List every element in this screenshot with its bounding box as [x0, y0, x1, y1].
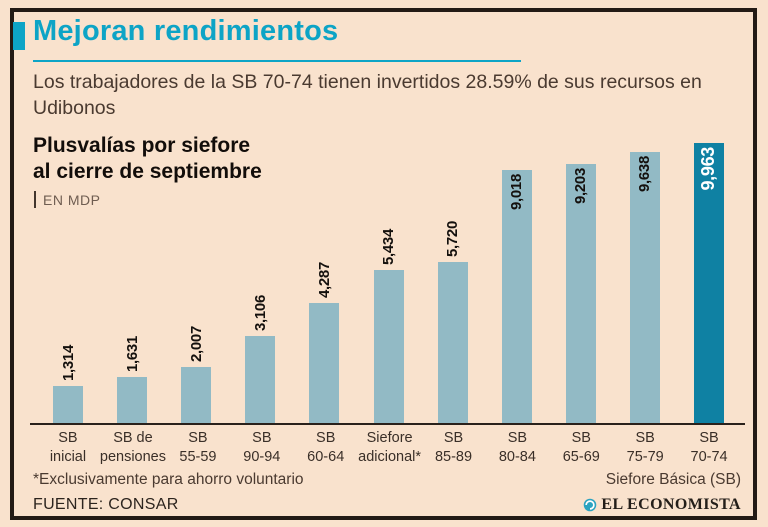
unit-tick-mark: [34, 191, 36, 208]
el-economista-emblem-icon: [584, 498, 597, 512]
bar-column: 9,963: [677, 143, 741, 423]
category-label-line1: SB: [252, 430, 272, 446]
category-label-line2: adicional*: [358, 448, 422, 465]
category-label-line1: Siefore: [366, 430, 413, 446]
chart-title: Plusvalías por siefore al cierre de sept…: [33, 133, 262, 184]
bar: 9,018: [501, 170, 532, 423]
chart-title-line2: al cierre de septiembre: [33, 159, 262, 183]
bar: [53, 386, 84, 423]
bar-column: 5,720: [421, 143, 485, 423]
x-axis-labels: SB inicial SB de pensiones SB 55-59 SB 9…: [36, 429, 741, 466]
bar-column: 1,631: [100, 143, 164, 423]
bar-value-label: 9,638: [636, 156, 654, 193]
bar-value-label: 1,631: [123, 335, 141, 372]
category-label: SB 60-64: [294, 429, 358, 466]
axis-note-text: Siefore Básica (SB): [605, 471, 741, 488]
infographic-card: Mejoran rendimientos Los trabajadores de…: [10, 8, 757, 520]
footnote-row: *Exclusivamente para ahorro voluntario S…: [33, 471, 741, 489]
bar: 9,203: [565, 164, 596, 423]
category-label: SB de pensiones: [100, 429, 166, 466]
category-label-line2: 65-69: [562, 448, 600, 465]
bar-column: 9,018: [485, 143, 549, 423]
title-underline: [33, 60, 521, 62]
footnote-text: *Exclusivamente para ahorro voluntario: [33, 471, 304, 488]
category-label: SB 80-84: [485, 429, 549, 466]
x-axis-line: [30, 423, 745, 425]
category-label: SB 70-74: [677, 429, 741, 466]
category-label-line2: 90-94: [243, 448, 281, 465]
unit-label: EN MDP: [43, 191, 101, 208]
bar: 9,638: [629, 152, 660, 423]
publisher-logo: EL ECONOMISTA: [583, 496, 741, 514]
category-label-line2: 75-79: [626, 448, 664, 465]
bar-column: 4,287: [292, 143, 356, 423]
bar-value-label: 9,203: [572, 168, 590, 205]
bar-column: 9,638: [613, 143, 677, 423]
category-label-line1: SB: [699, 430, 719, 446]
category-label: SB 55-59: [166, 429, 230, 466]
category-label-line1: SB: [316, 430, 336, 446]
category-label-line2: 55-59: [179, 448, 217, 465]
category-label-line2: 85-89: [434, 448, 473, 465]
bar-value-label: 9,963: [698, 147, 719, 191]
bar: [437, 262, 468, 423]
category-label: Siefore adicional*: [358, 429, 422, 466]
category-label-line1: SB: [443, 430, 464, 446]
chart-title-line1: Plusvalías por siefore: [33, 134, 251, 157]
category-label: SB inicial: [36, 429, 100, 466]
page-title: Mejoran rendimientos: [33, 15, 339, 47]
bar: [181, 367, 212, 423]
bar-value-label: 9,018: [508, 174, 526, 211]
category-label-line1: SB: [635, 430, 655, 446]
bar-column: 3,106: [228, 143, 292, 423]
bar-value-label: 3,106: [251, 294, 269, 331]
category-label-line2: 70-74: [690, 448, 728, 465]
category-label-line2: 80-84: [498, 448, 536, 465]
category-label-line2: pensiones: [99, 448, 166, 465]
unit-label-row: EN MDP: [34, 191, 100, 208]
subtitle-text: Los trabajadores de la SB 70-74 tienen i…: [33, 71, 702, 119]
bar: [373, 270, 404, 423]
category-label: SB 65-69: [549, 429, 613, 466]
category-label: SB 75-79: [613, 429, 677, 466]
bar: [245, 336, 276, 423]
bar-column: 1,314: [36, 143, 100, 423]
bar-value-label: 2,007: [187, 325, 205, 362]
bar-column: 2,007: [164, 143, 228, 423]
bar-value-label: 1,314: [59, 344, 77, 381]
bar-column: 5,434: [356, 143, 420, 423]
source-row: FUENTE: CONSAR EL ECONOMISTA: [33, 496, 741, 514]
bar-value-label: 5,434: [380, 228, 398, 265]
title-bullet-square: [13, 22, 25, 50]
category-label-line2: 60-64: [307, 448, 345, 465]
category-label-line1: SB de: [113, 430, 153, 446]
publisher-name: EL ECONOMISTA: [601, 496, 741, 513]
category-label: SB 90-94: [230, 429, 294, 466]
category-label-line1: SB: [58, 430, 78, 446]
category-label-line1: SB: [571, 430, 591, 446]
bar-value-label: 5,720: [444, 220, 462, 257]
category-label-line1: SB: [507, 430, 528, 446]
category-label-line1: SB: [188, 430, 208, 446]
bar-chart: 1,314 1,631 2,007 3,106 4,287 5,434 5,72…: [36, 143, 741, 423]
bar: [309, 303, 340, 423]
bar: 9,963: [693, 143, 724, 423]
bar-column: 9,203: [549, 143, 613, 423]
category-label: SB 85-89: [422, 429, 486, 466]
bar: [117, 377, 148, 423]
bar-value-label: 4,287: [315, 261, 333, 298]
source-text: FUENTE: CONSAR: [33, 496, 179, 513]
category-label-line2: inicial: [49, 448, 87, 465]
